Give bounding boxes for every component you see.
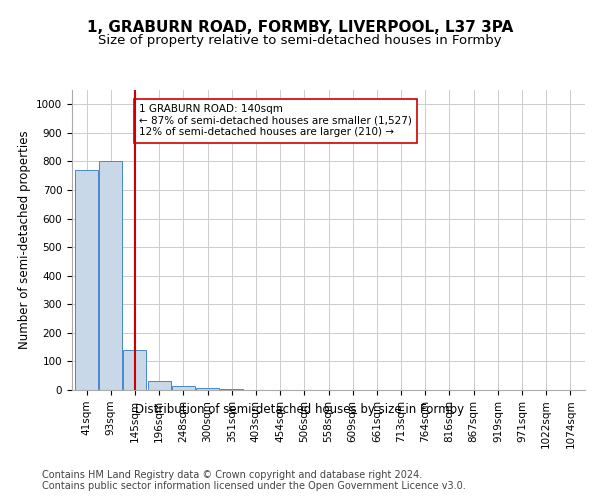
Bar: [124, 350, 146, 390]
Bar: [172, 386, 195, 390]
Text: Contains public sector information licensed under the Open Government Licence v3: Contains public sector information licen…: [42, 481, 466, 491]
Text: 1, GRABURN ROAD, FORMBY, LIVERPOOL, L37 3PA: 1, GRABURN ROAD, FORMBY, LIVERPOOL, L37 …: [87, 20, 513, 35]
Bar: [75, 170, 98, 390]
Text: Distribution of semi-detached houses by size in Formby: Distribution of semi-detached houses by …: [136, 402, 464, 415]
Text: 1 GRABURN ROAD: 140sqm
← 87% of semi-detached houses are smaller (1,527)
12% of : 1 GRABURN ROAD: 140sqm ← 87% of semi-det…: [139, 104, 412, 138]
Text: Size of property relative to semi-detached houses in Formby: Size of property relative to semi-detach…: [98, 34, 502, 47]
Bar: [99, 162, 122, 390]
Bar: [148, 382, 170, 390]
Y-axis label: Number of semi-detached properties: Number of semi-detached properties: [17, 130, 31, 350]
Bar: [196, 388, 219, 390]
Text: Contains HM Land Registry data © Crown copyright and database right 2024.: Contains HM Land Registry data © Crown c…: [42, 470, 422, 480]
